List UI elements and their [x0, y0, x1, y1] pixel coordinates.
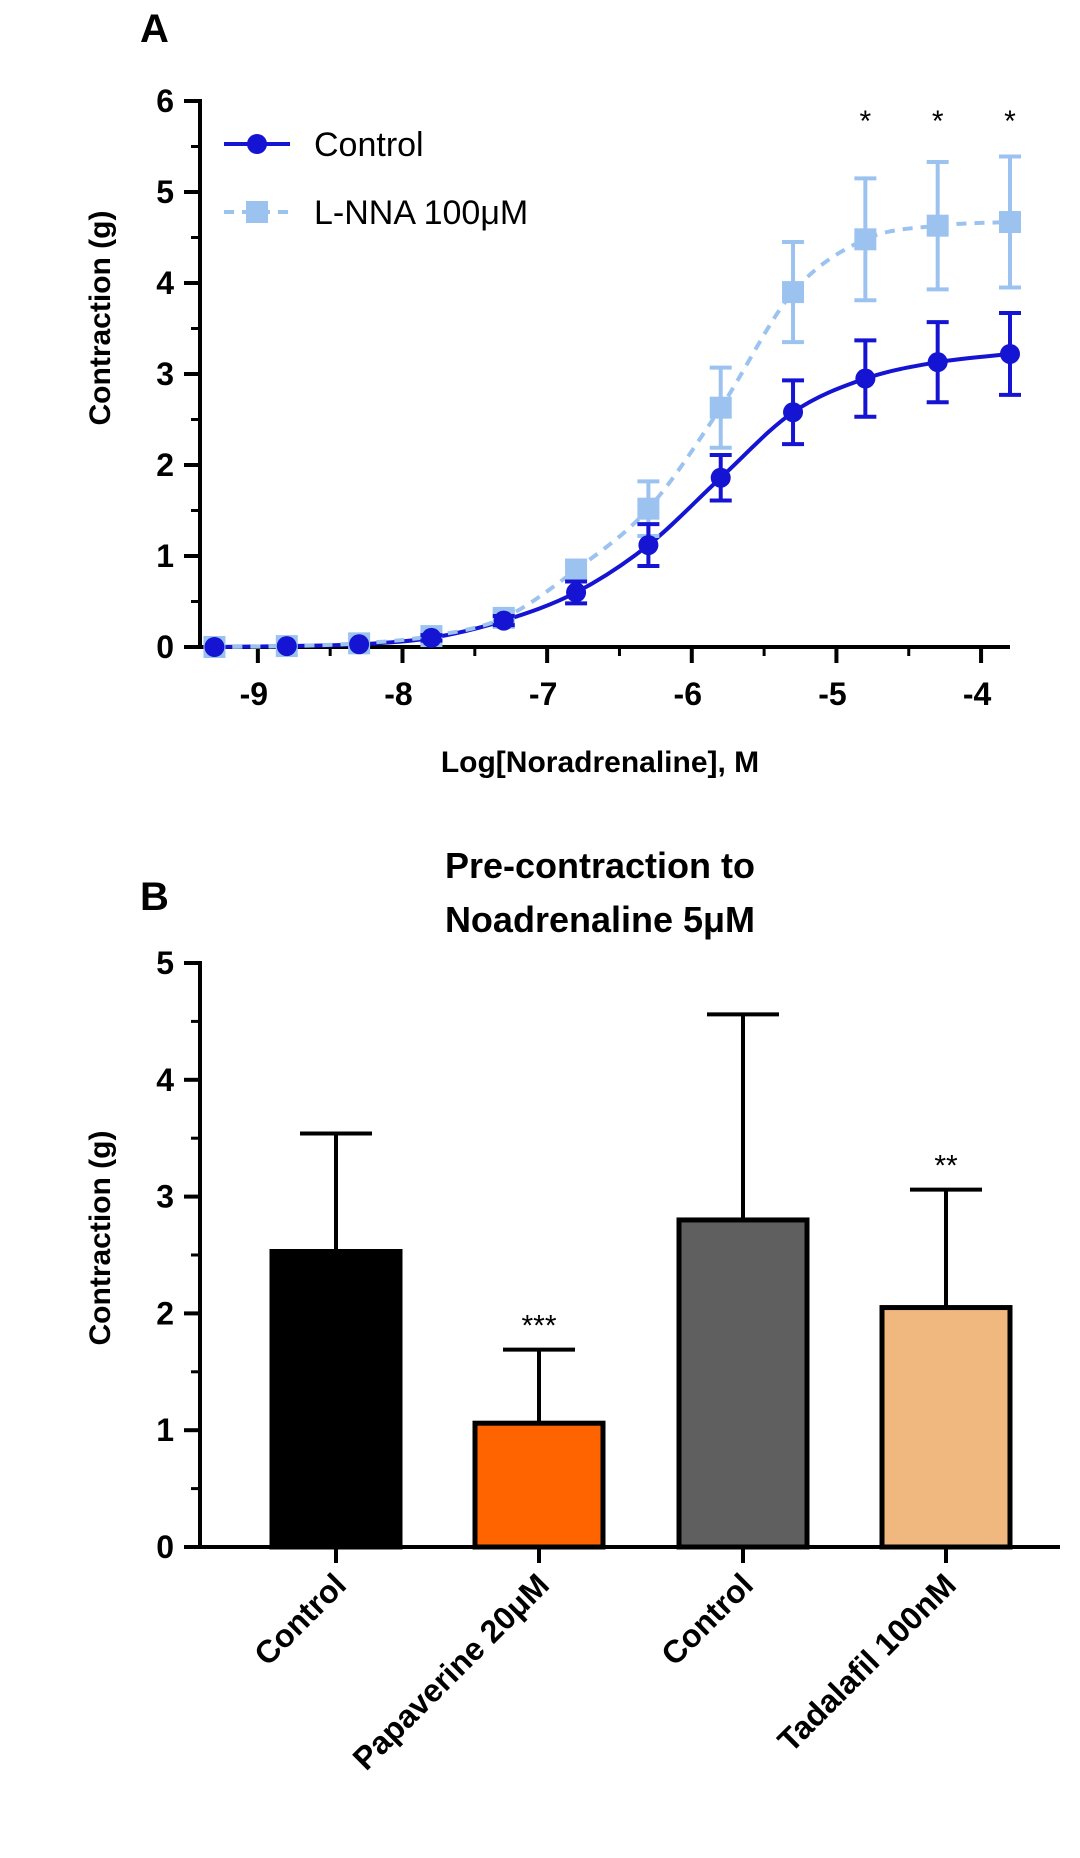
panel-a-curves	[214, 220, 1011, 649]
data-point-control	[421, 627, 442, 648]
y-tick-label: 0	[156, 1529, 174, 1565]
data-point-control	[927, 352, 948, 373]
panel-a-significance: * * *	[860, 105, 1017, 138]
data-point-control	[710, 467, 731, 488]
data-point-lnna	[854, 228, 877, 251]
significance-label: ***	[521, 1310, 556, 1343]
panel-b-letter: B	[140, 875, 169, 919]
data-point-lnna	[565, 558, 588, 581]
y-tick-label: 6	[156, 83, 174, 119]
x-tick-label: -5	[818, 676, 846, 712]
panel-b-title-line-2: Noadrenaline 5μM	[445, 899, 755, 940]
category-label: Control	[247, 1566, 353, 1672]
significance-label: *	[1004, 105, 1016, 138]
data-point-control	[493, 610, 514, 631]
data-point-lnna	[709, 396, 732, 419]
series-line-control	[214, 351, 1011, 649]
legend-lnna-label: L-NNA 100μM	[314, 194, 528, 232]
bar-4	[879, 1305, 1013, 1550]
data-point-lnna	[782, 281, 805, 304]
y-tick-label: 2	[156, 447, 174, 483]
panel-a: A 0 1 2 3 4 5 6 -9 -8 -7 -6 -5 -4 * * * Log[Noradrenal…	[84, 7, 1021, 779]
data-point-control	[783, 402, 804, 423]
x-tick-label: -7	[529, 676, 557, 712]
category-label: Tadalafil 100nM	[771, 1566, 963, 1758]
legend-control-label: Control	[314, 126, 424, 164]
y-tick-label: 1	[156, 538, 174, 574]
data-point-control	[276, 636, 297, 657]
x-tick-label: -9	[240, 676, 268, 712]
y-tick-label: 2	[156, 1295, 174, 1331]
category-label: Papaverine 20μM	[346, 1566, 556, 1776]
data-point-control	[1000, 343, 1020, 364]
x-tick-label: -4	[963, 676, 992, 712]
category-label: Control	[654, 1566, 760, 1672]
panel-b: B Pre-contraction to Noadrenaline 5μM 0 1…	[84, 845, 1060, 1777]
y-tick-label: 1	[156, 1412, 174, 1448]
panel-b-title-line-1: Pre-contraction to	[445, 845, 755, 886]
data-point-control	[349, 634, 370, 655]
y-tick-label: 4	[156, 1062, 174, 1098]
legend-lnna-marker	[246, 201, 268, 223]
significance-label: *	[932, 105, 944, 138]
panel-b-y-axis-label: Contraction (g)	[84, 1131, 117, 1346]
panel-a-legend: Control L-NNA 100μM	[224, 126, 528, 232]
y-tick-label: 3	[156, 1179, 174, 1215]
bar-3	[676, 1217, 810, 1550]
y-tick-label: 5	[156, 945, 174, 981]
bar-1	[269, 1248, 403, 1550]
y-tick-label: 0	[156, 629, 174, 665]
panel-b-bars	[269, 1012, 1013, 1550]
significance-label: *	[860, 105, 872, 138]
data-point-lnna	[637, 497, 660, 520]
panel-b-significance: *****	[521, 1150, 958, 1343]
panel-a-axes: 0 1 2 3 4 5 6 -9 -8 -7 -6 -5 -4	[156, 83, 1010, 712]
y-tick-label: 5	[156, 174, 174, 210]
data-point-control	[638, 535, 659, 556]
panel-a-y-axis-label: Contraction (g)	[84, 211, 117, 426]
data-point-lnna	[926, 214, 949, 237]
significance-label: **	[934, 1150, 958, 1183]
panel-a-letter: A	[140, 7, 169, 51]
panel-a-points	[203, 154, 1021, 658]
data-point-control	[855, 368, 876, 389]
x-tick-label: -6	[674, 676, 702, 712]
series-line-lnna	[214, 220, 1011, 649]
x-tick-label: -8	[384, 676, 412, 712]
y-tick-label: 3	[156, 356, 174, 392]
legend-control-marker	[247, 134, 267, 154]
bar-2	[472, 1420, 606, 1550]
data-point-lnna	[999, 211, 1021, 234]
data-point-control	[204, 637, 225, 657]
data-point-control	[566, 582, 587, 603]
panel-a-x-axis-label: Log[Noradrenaline], M	[441, 746, 759, 779]
y-tick-label: 4	[156, 265, 174, 301]
